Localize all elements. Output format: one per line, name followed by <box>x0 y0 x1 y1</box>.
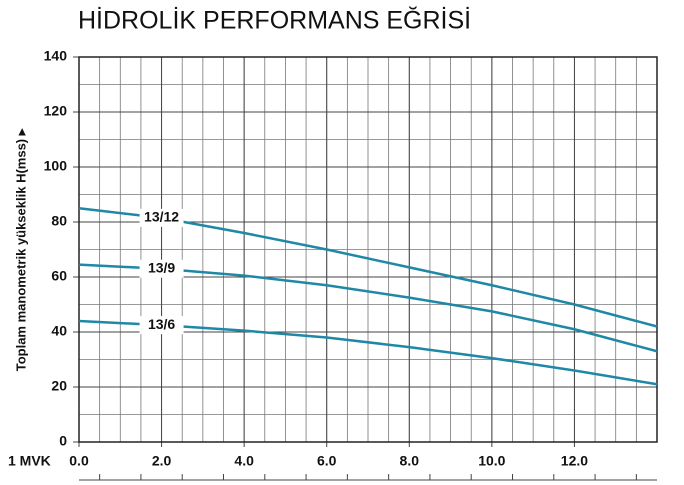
y-tick-label: 60 <box>51 268 67 284</box>
y-tick-label: 140 <box>44 48 68 64</box>
x-tick-label: 8.0 <box>400 453 420 469</box>
y-tick-label: 40 <box>51 323 67 339</box>
curve-label-bg <box>139 208 184 227</box>
x-tick-label: 0.0 <box>69 453 89 469</box>
plot-frame <box>78 56 658 443</box>
curve-label: 13/9 <box>148 259 175 275</box>
y-tick-label: 20 <box>51 378 67 394</box>
y-tick-label: 0 <box>59 433 67 449</box>
y-tick-label: 120 <box>44 103 68 119</box>
y-axis-label: Toplam manometrik yükseklik H(mss) ▸ <box>13 127 28 371</box>
chart-title: HİDROLİK PERFORMANS EĞRİSİ <box>78 6 471 35</box>
x-tick-label: 12.0 <box>561 453 588 469</box>
curve-label: 13/12 <box>144 209 179 225</box>
x-tick-label: 2.0 <box>152 453 172 469</box>
x-tick-label: 10.0 <box>478 453 505 469</box>
x-tick-label: 6.0 <box>317 453 337 469</box>
curve-label: 13/6 <box>148 316 175 332</box>
y-tick-label: 100 <box>44 158 68 174</box>
x-tick-label: 4.0 <box>234 453 254 469</box>
curve-label-bg <box>139 259 184 278</box>
x-axis-label: 1 MVK <box>8 453 51 469</box>
curve-label-bg <box>139 316 184 335</box>
y-tick-label: 80 <box>51 213 67 229</box>
